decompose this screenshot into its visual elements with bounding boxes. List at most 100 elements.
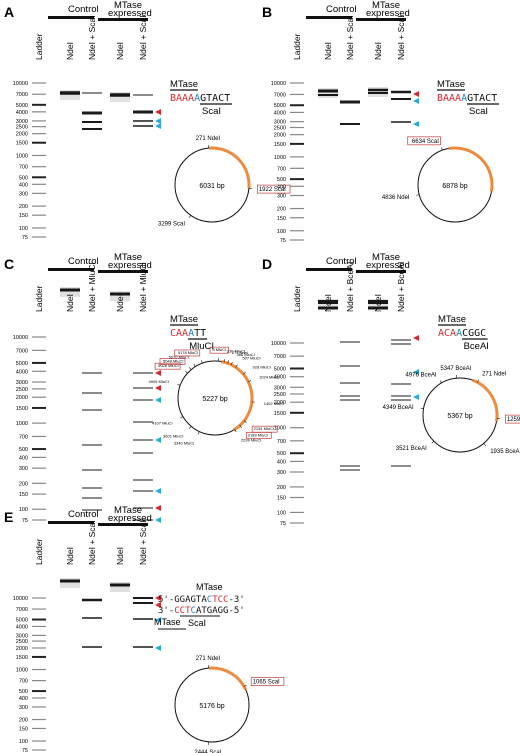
ladder-size-label: 1500 [16, 655, 28, 661]
site-tick [197, 431, 200, 435]
plasmid-label: 230 MluCI [227, 348, 245, 353]
gel-band [82, 444, 102, 446]
lane-label: NdeI + ScaI [87, 520, 97, 565]
plasmid-label: 366 MluCI [236, 352, 254, 357]
ladder-band [32, 706, 46, 708]
panel-letter: A [4, 4, 14, 20]
ladder-size-label: 700 [19, 165, 28, 171]
gel-band [82, 487, 102, 489]
ladder-size-label: 75 [280, 238, 286, 244]
plasmid-gene-arc [472, 378, 499, 422]
site-segment: ACA [438, 328, 456, 339]
plasmid-label-boxed: 1065 ScaI [253, 680, 280, 686]
gel-band [60, 91, 80, 95]
ladder-size-label: 500 [19, 447, 28, 453]
ladder-band [32, 214, 46, 216]
ladder-band [32, 422, 46, 424]
group-label-expressed: expressed [108, 260, 152, 271]
site-tick [243, 684, 247, 687]
plasmid-label-boxed: 1922 ScaI [259, 187, 286, 193]
ladder-band [290, 355, 304, 357]
ladder-size-label: 300 [19, 191, 28, 197]
lane-label: NdeI [115, 547, 125, 565]
plasmid-label: 271 NdeI [482, 372, 507, 378]
blue-arrow-icon [413, 394, 419, 400]
enzyme-name: ScaI [188, 618, 206, 628]
enzyme-name: ScaI [469, 106, 488, 117]
ladder-band [290, 511, 304, 514]
red-arrow-icon [155, 109, 161, 115]
ladder-size-label: 2000 [16, 646, 28, 652]
ladder-size-label: 1500 [16, 406, 28, 412]
ladder-band [32, 597, 46, 599]
panel-letter: E [4, 509, 13, 525]
site-tick [477, 379, 480, 383]
plasmid-label: 3601 MluCI [163, 434, 183, 439]
plasmid-size: 6031 bp [199, 183, 224, 190]
ladder-size-label: 100 [277, 229, 286, 235]
group-label-expressed: expressed [108, 8, 152, 19]
ladder-size-label: 200 [277, 207, 286, 213]
ladder-band [32, 166, 46, 168]
gel-band [340, 395, 360, 397]
ladder-band [32, 176, 46, 179]
ladder-band [290, 393, 304, 395]
group-bar-control [48, 521, 94, 524]
site-segment: ATGAGG-5' [196, 606, 245, 616]
ladder-size-label: 4000 [274, 110, 286, 116]
plasmid-label-box [159, 358, 186, 365]
lane-label: NdeI [373, 42, 383, 60]
group-label-mtase: MTase [114, 0, 142, 11]
ladder-size-label: 1000 [16, 153, 28, 159]
lane-label: NdeI + MluCI [87, 262, 97, 312]
ladder-band [290, 522, 304, 524]
site-tick [431, 440, 435, 444]
ladder-band [32, 349, 46, 351]
ladder-size-label: 2500 [16, 387, 28, 393]
group-bar-mtase [98, 523, 148, 526]
ladder-size-label: 2500 [274, 392, 286, 398]
ladder-size-label: 75 [280, 521, 286, 527]
lane-label: NdeI [65, 42, 75, 60]
site-tick [416, 194, 420, 196]
gel-band [340, 365, 360, 367]
gel-band [368, 88, 388, 92]
ladder-size-label: 300 [19, 705, 28, 711]
site-tick [223, 359, 225, 363]
ladder-size-label: 200 [19, 481, 28, 487]
blue-arrow-icon [155, 645, 161, 651]
ladder-size-label: 1500 [16, 141, 28, 147]
ladder-band [290, 239, 304, 241]
gel-band [82, 409, 102, 411]
ladder-band [32, 141, 46, 144]
ladder-band [290, 156, 304, 158]
group-label-control: Control [68, 509, 99, 520]
blue-arrow-icon [413, 98, 419, 104]
gel-band [82, 121, 102, 123]
ladder-size-label: 2500 [16, 125, 28, 131]
gel-band [340, 100, 360, 104]
gel-band [391, 339, 411, 341]
site-segment: BAAA [170, 93, 194, 104]
ladder-band [32, 727, 46, 730]
plasmid-label-boxed: 1259 BceAI [507, 417, 520, 423]
group-bar-control [306, 268, 352, 271]
group-bar-control [306, 16, 352, 19]
ladder-size-label: 150 [19, 213, 28, 219]
enzyme-name: BceAI [464, 341, 489, 352]
ladder-size-label: 200 [19, 204, 28, 210]
site-segment: A [461, 93, 467, 104]
ladder-size-label: 10000 [13, 596, 28, 602]
ladder-size-label: 2500 [274, 125, 286, 131]
plasmid-label-box [154, 362, 181, 370]
gel-band [133, 120, 153, 122]
ladder-band [32, 740, 46, 742]
lane-label: NdeI + MluCI [138, 262, 148, 312]
ladder-size-label: 150 [277, 496, 286, 502]
red-arrow-icon [155, 370, 161, 376]
site-tick [235, 364, 238, 368]
ladder-band [290, 82, 304, 84]
red-arrow-icon [155, 385, 161, 391]
ladder-size-label: 5000 [16, 361, 28, 367]
